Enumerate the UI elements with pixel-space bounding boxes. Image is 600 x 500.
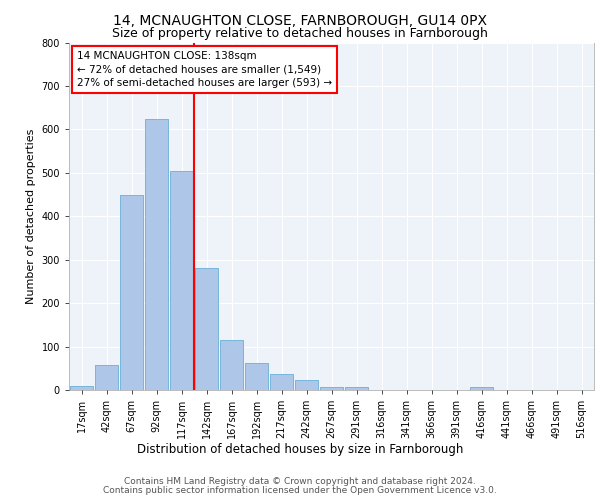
Text: Contains HM Land Registry data © Crown copyright and database right 2024.: Contains HM Land Registry data © Crown c…: [124, 477, 476, 486]
Text: Contains public sector information licensed under the Open Government Licence v3: Contains public sector information licen…: [103, 486, 497, 495]
Bar: [145, 120, 168, 390]
Text: Size of property relative to detached houses in Farnborough: Size of property relative to detached ho…: [112, 28, 488, 40]
Bar: [70, 386, 93, 390]
Bar: [320, 386, 343, 390]
Y-axis label: Number of detached properties: Number of detached properties: [26, 128, 36, 304]
Bar: [470, 388, 493, 390]
Text: 14, MCNAUGHTON CLOSE, FARNBOROUGH, GU14 0PX: 14, MCNAUGHTON CLOSE, FARNBOROUGH, GU14 …: [113, 14, 487, 28]
Bar: [295, 380, 318, 390]
Text: 14 MCNAUGHTON CLOSE: 138sqm
← 72% of detached houses are smaller (1,549)
27% of : 14 MCNAUGHTON CLOSE: 138sqm ← 72% of det…: [77, 51, 332, 88]
Bar: [345, 388, 368, 390]
Bar: [195, 268, 218, 390]
Bar: [95, 365, 118, 390]
Text: Distribution of detached houses by size in Farnborough: Distribution of detached houses by size …: [137, 442, 463, 456]
Bar: [220, 340, 243, 390]
Bar: [170, 170, 193, 390]
Bar: [120, 196, 143, 390]
Bar: [245, 363, 268, 390]
Bar: [270, 374, 293, 390]
